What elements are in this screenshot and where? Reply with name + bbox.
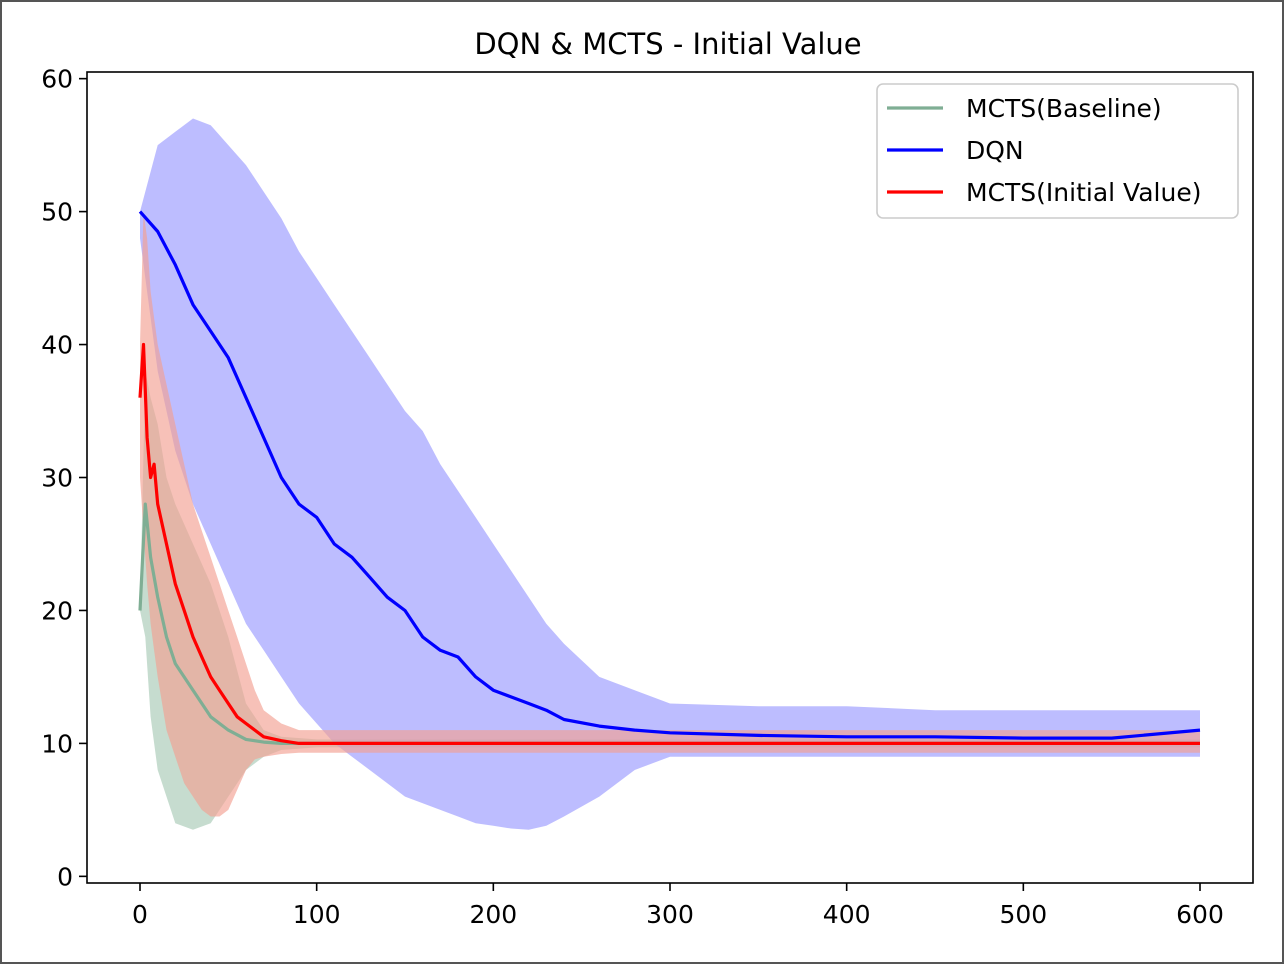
y-tick-label: 10 <box>41 729 73 758</box>
x-tick-label: 500 <box>999 900 1047 929</box>
y-axis: 0 10 20 30 40 50 60 <box>41 65 87 891</box>
x-tick-label: 300 <box>646 900 694 929</box>
series-lines <box>138 210 1201 746</box>
y-tick-label: 0 <box>57 862 73 891</box>
legend-label-mcts-initial-value: MCTS(Initial Value) <box>966 178 1201 207</box>
y-tick-label: 30 <box>41 464 73 493</box>
y-tick-label: 20 <box>41 596 73 625</box>
x-tick-label: 100 <box>293 900 341 929</box>
y-tick-label: 50 <box>41 198 73 227</box>
dqn-line <box>138 210 1201 740</box>
y-tick-label: 40 <box>41 331 73 360</box>
x-tick-label: 400 <box>823 900 871 929</box>
legend-label-mcts-baseline: MCTS(Baseline) <box>966 94 1162 123</box>
mcts-initial-value-band <box>140 211 1200 817</box>
dqn-band <box>140 118 1200 830</box>
x-tick-label: 600 <box>1176 900 1224 929</box>
y-tick-label: 60 <box>41 65 73 94</box>
legend-box <box>876 83 1239 219</box>
series-bands <box>140 118 1200 830</box>
chart-title: DQN & MCTS - Initial Value <box>474 27 861 61</box>
legend: MCTS(Baseline) DQN MCTS(Initial Value) <box>876 83 1239 219</box>
x-tick-label: 200 <box>469 900 517 929</box>
legend-label-dqn: DQN <box>966 136 1024 165</box>
mcts-initial-value-line <box>138 342 1200 746</box>
x-tick-label: 0 <box>132 900 148 929</box>
x-axis: 0 100 200 300 400 500 600 <box>132 883 1224 929</box>
